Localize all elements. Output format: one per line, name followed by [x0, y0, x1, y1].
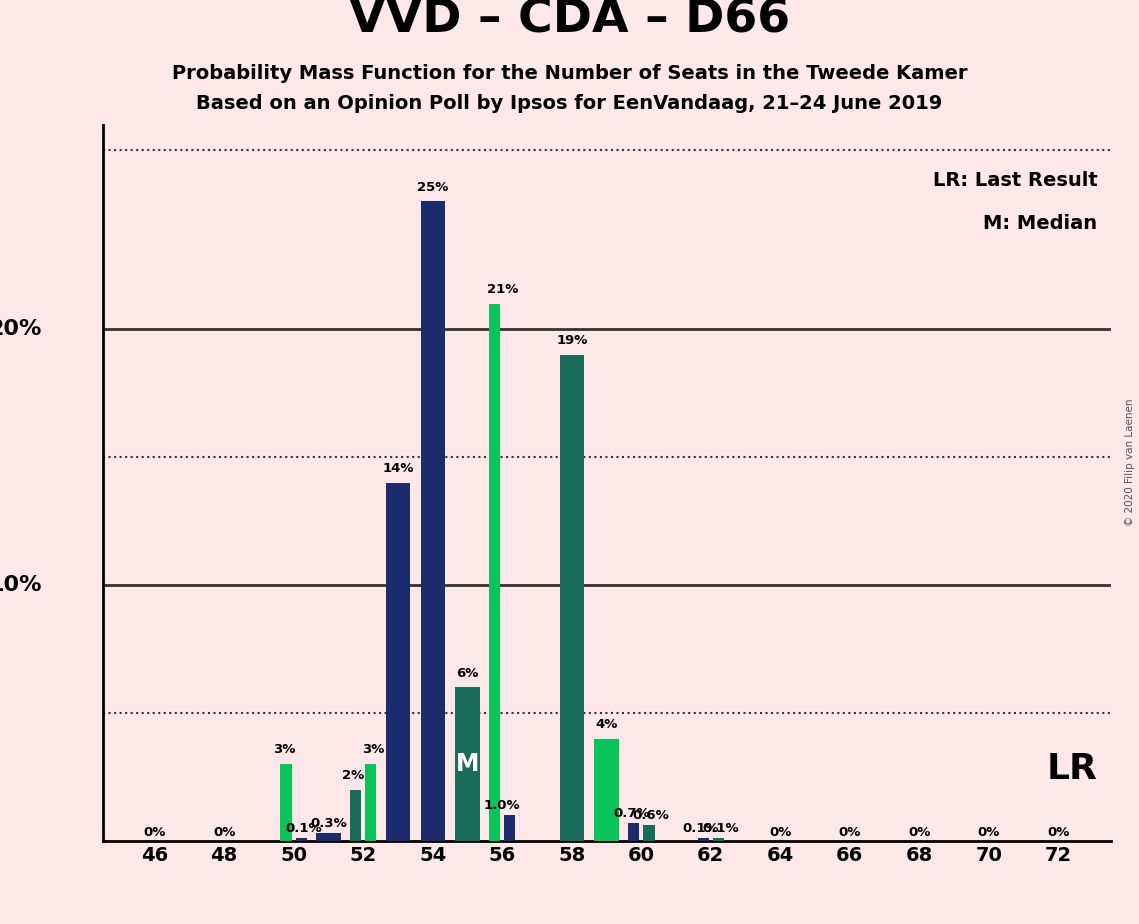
Bar	[644, 825, 655, 841]
Text: © 2020 Filip van Laenen: © 2020 Filip van Laenen	[1125, 398, 1134, 526]
Text: 6%: 6%	[457, 667, 478, 680]
Text: 0%: 0%	[977, 826, 1000, 839]
Bar	[317, 833, 341, 841]
Text: 0%: 0%	[838, 826, 861, 839]
Bar	[713, 838, 724, 841]
Text: 0.1%: 0.1%	[682, 822, 720, 835]
Bar	[559, 355, 584, 841]
Text: 0%: 0%	[908, 826, 931, 839]
Text: 0%: 0%	[1047, 826, 1070, 839]
Text: 0%: 0%	[769, 826, 792, 839]
Text: LR: LR	[1047, 752, 1097, 786]
Text: 10%: 10%	[0, 575, 42, 595]
Text: M: Median: M: Median	[983, 214, 1097, 233]
Text: Based on an Opinion Poll by Ipsos for EenVandaag, 21–24 June 2019: Based on an Opinion Poll by Ipsos for Ee…	[196, 94, 943, 113]
Text: 21%: 21%	[486, 283, 518, 296]
Bar	[595, 738, 618, 841]
Text: 0.7%: 0.7%	[613, 807, 650, 820]
Text: LR: Last Result: LR: Last Result	[933, 171, 1097, 190]
Bar	[505, 815, 516, 841]
Text: Probability Mass Function for the Number of Seats in the Tweede Kamer: Probability Mass Function for the Number…	[172, 64, 967, 82]
Text: 0.3%: 0.3%	[310, 817, 346, 830]
Text: 0.1%: 0.1%	[285, 822, 321, 835]
Text: 3%: 3%	[272, 744, 295, 757]
Bar	[296, 838, 306, 841]
Bar	[280, 764, 292, 841]
Text: 0.1%: 0.1%	[703, 822, 739, 835]
Text: 3%: 3%	[362, 744, 384, 757]
Bar	[628, 823, 639, 841]
Text: 0.6%: 0.6%	[632, 809, 670, 822]
Bar	[350, 790, 361, 841]
Text: 0%: 0%	[144, 826, 166, 839]
Text: M: M	[456, 752, 480, 776]
Bar	[489, 304, 500, 841]
Text: 1.0%: 1.0%	[484, 799, 521, 812]
Bar	[456, 687, 480, 841]
Text: 2%: 2%	[343, 769, 364, 782]
Text: VVD – CDA – D66: VVD – CDA – D66	[349, 0, 790, 43]
Text: 14%: 14%	[383, 462, 413, 475]
Text: 20%: 20%	[0, 320, 42, 339]
Bar	[386, 482, 410, 841]
Bar	[366, 764, 377, 841]
Bar	[420, 201, 445, 841]
Text: 19%: 19%	[556, 334, 588, 347]
Text: 0%: 0%	[213, 826, 236, 839]
Bar	[697, 838, 708, 841]
Text: 4%: 4%	[596, 718, 617, 731]
Text: 25%: 25%	[417, 181, 449, 194]
